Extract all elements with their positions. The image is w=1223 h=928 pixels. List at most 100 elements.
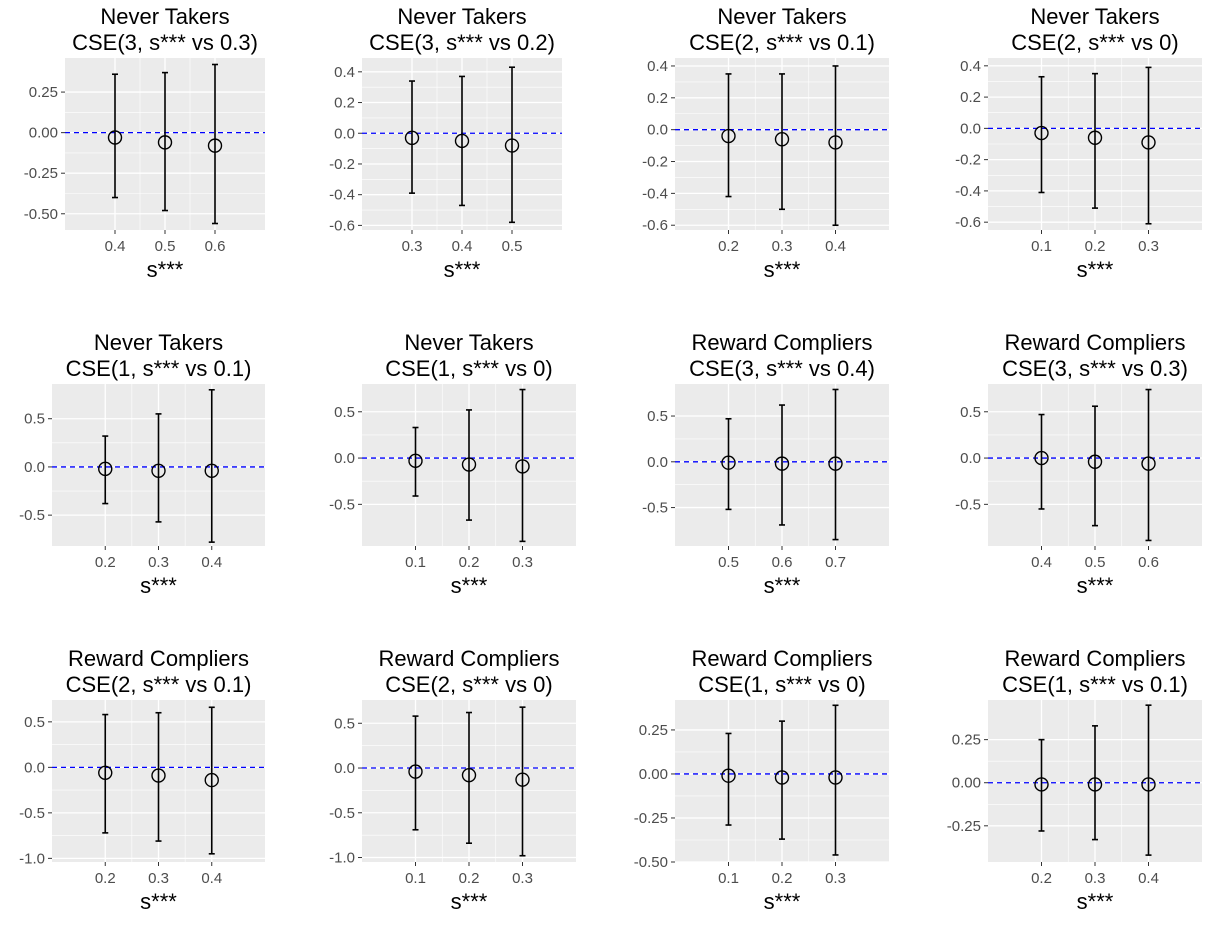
panel-group-title: Never Takers — [100, 4, 229, 29]
point-estimate — [461, 767, 477, 783]
x-tick-label: 0.2 — [459, 870, 480, 887]
point-estimate — [408, 453, 423, 469]
x-tick-label: 0.4 — [105, 238, 126, 255]
x-tick-label: 0.7 — [825, 554, 846, 571]
panel-title: CSE(3, s*** vs 0.3) — [1002, 356, 1188, 381]
x-tick-label: 0.3 — [1085, 870, 1106, 887]
y-tick-label: -0.6 — [955, 214, 981, 231]
x-tick-label: 0.5 — [1085, 554, 1106, 571]
point-estimate — [454, 133, 470, 149]
point-estimate — [515, 459, 530, 474]
x-tick-label: 0.5 — [502, 238, 523, 255]
y-tick-label: 0.0 — [647, 454, 668, 471]
x-axis-title: s*** — [764, 573, 801, 598]
y-tick-label: 0.25 — [952, 732, 981, 749]
panel-group-title: Never Takers — [717, 4, 846, 29]
chart-panel-3: 0.4 0.2 0.0 -0.2 -0.4 -0.6 0.2 0.3 0.4 Never Take… — [642, 4, 889, 282]
point-estimate — [1087, 777, 1103, 792]
y-tick-label: 0.4 — [960, 58, 981, 75]
point-estimate — [774, 456, 790, 471]
panel-group-title: Reward Compliers — [379, 646, 560, 671]
y-tick-label: 0.00 — [952, 775, 981, 792]
y-tick-label: -0.4 — [642, 185, 668, 202]
y-tick-label: 0.4 — [334, 64, 355, 81]
point-estimate — [1034, 125, 1049, 141]
x-axis-title: s*** — [1077, 257, 1114, 282]
point-estimate — [774, 132, 790, 147]
point-estimate — [828, 770, 843, 785]
chart-panel-7: 0.5 0.0 -0.5 0.5 0.6 0.7 Reward CompliersCSE(3… — [642, 330, 889, 598]
x-axis-title: s*** — [444, 257, 481, 282]
panel-group-title: Reward Compliers — [692, 646, 873, 671]
x-axis-title: s*** — [764, 257, 801, 282]
y-tick-label: -0.5 — [329, 496, 355, 513]
point-estimate — [461, 457, 477, 472]
point-estimate — [98, 765, 113, 781]
y-tick-label: 0.2 — [960, 89, 981, 106]
chart-panel-2: 0.4 0.2 0.0 -0.2 -0.4 -0.6 0.3 0.4 0.5 Never Take… — [329, 4, 562, 282]
x-tick-label: 0.3 — [772, 238, 793, 255]
x-axis-title: s*** — [764, 889, 801, 914]
x-tick-label: 0.5 — [718, 554, 739, 571]
panel-group-title: Reward Compliers — [1005, 646, 1186, 671]
x-tick-label: 0.2 — [1031, 870, 1052, 887]
y-tick-label: 0.5 — [334, 404, 355, 421]
point-estimate — [721, 455, 736, 470]
y-tick-label: 0.25 — [29, 84, 58, 101]
x-tick-label: 0.3 — [148, 554, 169, 571]
panel-group-title: Reward Compliers — [692, 330, 873, 355]
x-tick-label: 0.3 — [1138, 238, 1159, 255]
x-tick-label: 0.1 — [405, 554, 426, 571]
point-estimate — [1087, 130, 1103, 145]
panel-title: CSE(1, s*** vs 0) — [385, 356, 553, 381]
point-estimate — [204, 772, 219, 788]
y-tick-label: 0.0 — [960, 450, 981, 467]
point-estimate — [157, 135, 173, 150]
point-estimate — [1141, 456, 1156, 471]
point-estimate — [828, 135, 843, 150]
x-tick-label: 0.4 — [1138, 870, 1159, 887]
x-tick-label: 0.2 — [95, 870, 116, 887]
panel-title: CSE(3, s*** vs 0.3) — [72, 30, 258, 55]
y-tick-label: 0.5 — [24, 411, 45, 428]
point-estimate — [404, 130, 420, 146]
y-tick-label: -0.25 — [634, 810, 668, 827]
point-estimate — [408, 764, 423, 779]
y-tick-label: -0.2 — [329, 156, 355, 173]
x-tick-label: 0.1 — [405, 870, 426, 887]
y-tick-label: -1.0 — [19, 850, 45, 867]
y-tick-label: 0.0 — [960, 120, 981, 137]
x-axis-title: s*** — [451, 889, 488, 914]
point-estimate — [721, 128, 736, 144]
panel-title: CSE(3, s*** vs 0.4) — [689, 356, 875, 381]
y-tick-label: 0.2 — [647, 90, 668, 107]
panel-title: CSE(1, s*** vs 0.1) — [1002, 672, 1188, 697]
x-tick-label: 0.4 — [825, 238, 846, 255]
y-tick-label: -0.50 — [634, 854, 668, 871]
panel-title: CSE(1, s*** vs 0) — [698, 672, 866, 697]
y-tick-label: 0.0 — [334, 450, 355, 467]
point-estimate — [828, 456, 843, 471]
x-tick-label: 0.3 — [825, 870, 846, 887]
x-tick-label: 0.3 — [512, 554, 533, 571]
y-tick-label: 0.0 — [334, 760, 355, 777]
point-estimate — [1034, 777, 1049, 792]
chart-panel-8: 0.5 0.0 -0.5 0.4 0.5 0.6 Reward CompliersCSE(3… — [955, 330, 1202, 598]
point-estimate — [1141, 777, 1156, 792]
y-tick-label: -0.2 — [642, 154, 668, 171]
panel-group-title: Never Takers — [404, 330, 533, 355]
point-estimate — [774, 770, 790, 785]
y-tick-label: -0.6 — [329, 217, 355, 234]
y-tick-label: 0.5 — [24, 714, 45, 731]
y-tick-label: 0.4 — [647, 58, 668, 75]
y-tick-label: -0.4 — [329, 187, 355, 204]
x-tick-label: 0.4 — [201, 870, 222, 887]
chart-panel-1: 0.25 0.00 -0.25 -0.50 0.4 0.5 0.6 Never TakersC… — [24, 4, 265, 282]
panel-group-title: Never Takers — [94, 330, 223, 355]
y-tick-label: -0.5 — [329, 805, 355, 822]
y-tick-label: -0.25 — [24, 165, 58, 182]
panel-group-title: Reward Compliers — [1005, 330, 1186, 355]
x-tick-label: 0.6 — [205, 238, 226, 255]
y-tick-label: 0.0 — [24, 459, 45, 476]
